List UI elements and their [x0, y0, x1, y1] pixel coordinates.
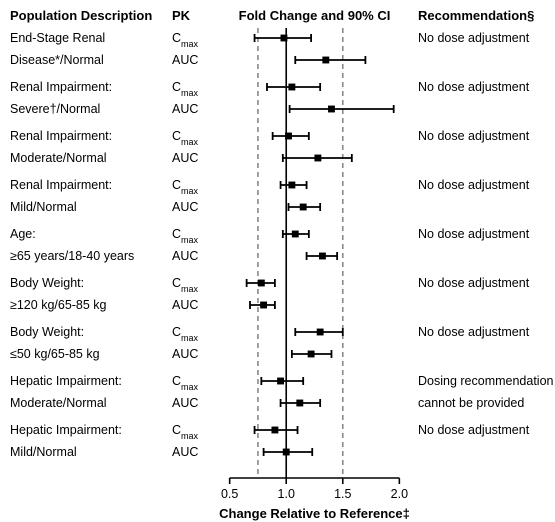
- point-marker: [288, 182, 295, 189]
- x-tick-label: 1.0: [278, 487, 295, 501]
- pk-cmax: Cmax: [172, 227, 199, 245]
- header-fold: Fold Change and 90% CI: [239, 8, 391, 23]
- point-marker: [317, 329, 324, 336]
- recommendation: No dose adjustment: [418, 31, 530, 45]
- pk-auc: AUC: [172, 347, 198, 361]
- pk-auc: AUC: [172, 249, 198, 263]
- pk-cmax: Cmax: [172, 178, 199, 196]
- forest-plot: Population Description PK Fold Change and …: [0, 0, 555, 522]
- pk-cmax: Cmax: [172, 374, 199, 392]
- population-line2: Disease*/Normal: [10, 53, 104, 67]
- recommendation: No dose adjustment: [418, 423, 530, 437]
- point-marker: [296, 400, 303, 407]
- population-line1: Hepatic Impairment:: [10, 374, 122, 388]
- recommendation: No dose adjustment: [418, 129, 530, 143]
- population-line2: ≥120 kg/65-85 kg: [10, 298, 107, 312]
- population-line2: ≥65 years/18-40 years: [10, 249, 134, 263]
- population-line2: Mild/Normal: [10, 200, 77, 214]
- recommendation: No dose adjustment: [418, 178, 530, 192]
- point-marker: [308, 351, 315, 358]
- population-line1: Hepatic Impairment:: [10, 423, 122, 437]
- pk-auc: AUC: [172, 445, 198, 459]
- population-line2: Severe†/Normal: [10, 102, 100, 116]
- point-marker: [285, 133, 292, 140]
- point-marker: [288, 84, 295, 91]
- x-tick-label: 1.5: [334, 487, 351, 501]
- point-marker: [300, 204, 307, 211]
- point-marker: [322, 57, 329, 64]
- recommendation: No dose adjustment: [418, 325, 530, 339]
- population-line1: Body Weight:: [10, 276, 84, 290]
- pk-cmax: Cmax: [172, 276, 199, 294]
- point-marker: [277, 378, 284, 385]
- forest-plot-svg: Population Description PK Fold Change and …: [0, 0, 555, 522]
- pk-cmax: Cmax: [172, 129, 199, 147]
- pk-auc: AUC: [172, 102, 198, 116]
- pk-auc: AUC: [172, 200, 198, 214]
- population-line1: Renal Impairment:: [10, 80, 112, 94]
- x-tick-label: 0.5: [221, 487, 238, 501]
- header-population: Population Description: [10, 8, 152, 23]
- point-marker: [271, 427, 278, 434]
- point-marker: [328, 106, 335, 113]
- point-marker: [260, 302, 267, 309]
- population-line2: Mild/Normal: [10, 445, 77, 459]
- point-marker: [314, 155, 321, 162]
- pk-auc: AUC: [172, 151, 198, 165]
- pk-cmax: Cmax: [172, 423, 199, 441]
- point-marker: [281, 35, 288, 42]
- population-line1: Body Weight:: [10, 325, 84, 339]
- recommendation-line2: cannot be provided: [418, 396, 524, 410]
- population-line1: Age:: [10, 227, 36, 241]
- x-tick-label: 2.0: [391, 487, 408, 501]
- recommendation: No dose adjustment: [418, 227, 530, 241]
- point-marker: [258, 280, 265, 287]
- population-line1: Renal Impairment:: [10, 129, 112, 143]
- pk-auc: AUC: [172, 396, 198, 410]
- pk-cmax: Cmax: [172, 31, 199, 49]
- x-axis-label: Change Relative to Reference‡: [219, 506, 410, 521]
- population-line2: Moderate/Normal: [10, 151, 107, 165]
- header-pk: PK: [172, 8, 191, 23]
- point-marker: [319, 253, 326, 260]
- point-marker: [283, 449, 290, 456]
- recommendation: No dose adjustment: [418, 276, 530, 290]
- population-line1: End-Stage Renal: [10, 31, 105, 45]
- point-marker: [292, 231, 299, 238]
- pk-auc: AUC: [172, 53, 198, 67]
- pk-cmax: Cmax: [172, 80, 199, 98]
- pk-auc: AUC: [172, 298, 198, 312]
- pk-cmax: Cmax: [172, 325, 199, 343]
- header-rec: Recommendation§: [418, 8, 534, 23]
- population-line1: Renal Impairment:: [10, 178, 112, 192]
- population-line2: ≤50 kg/65-85 kg: [10, 347, 100, 361]
- population-line2: Moderate/Normal: [10, 396, 107, 410]
- recommendation: No dose adjustment: [418, 80, 530, 94]
- recommendation-line1: Dosing recommendation: [418, 374, 554, 388]
